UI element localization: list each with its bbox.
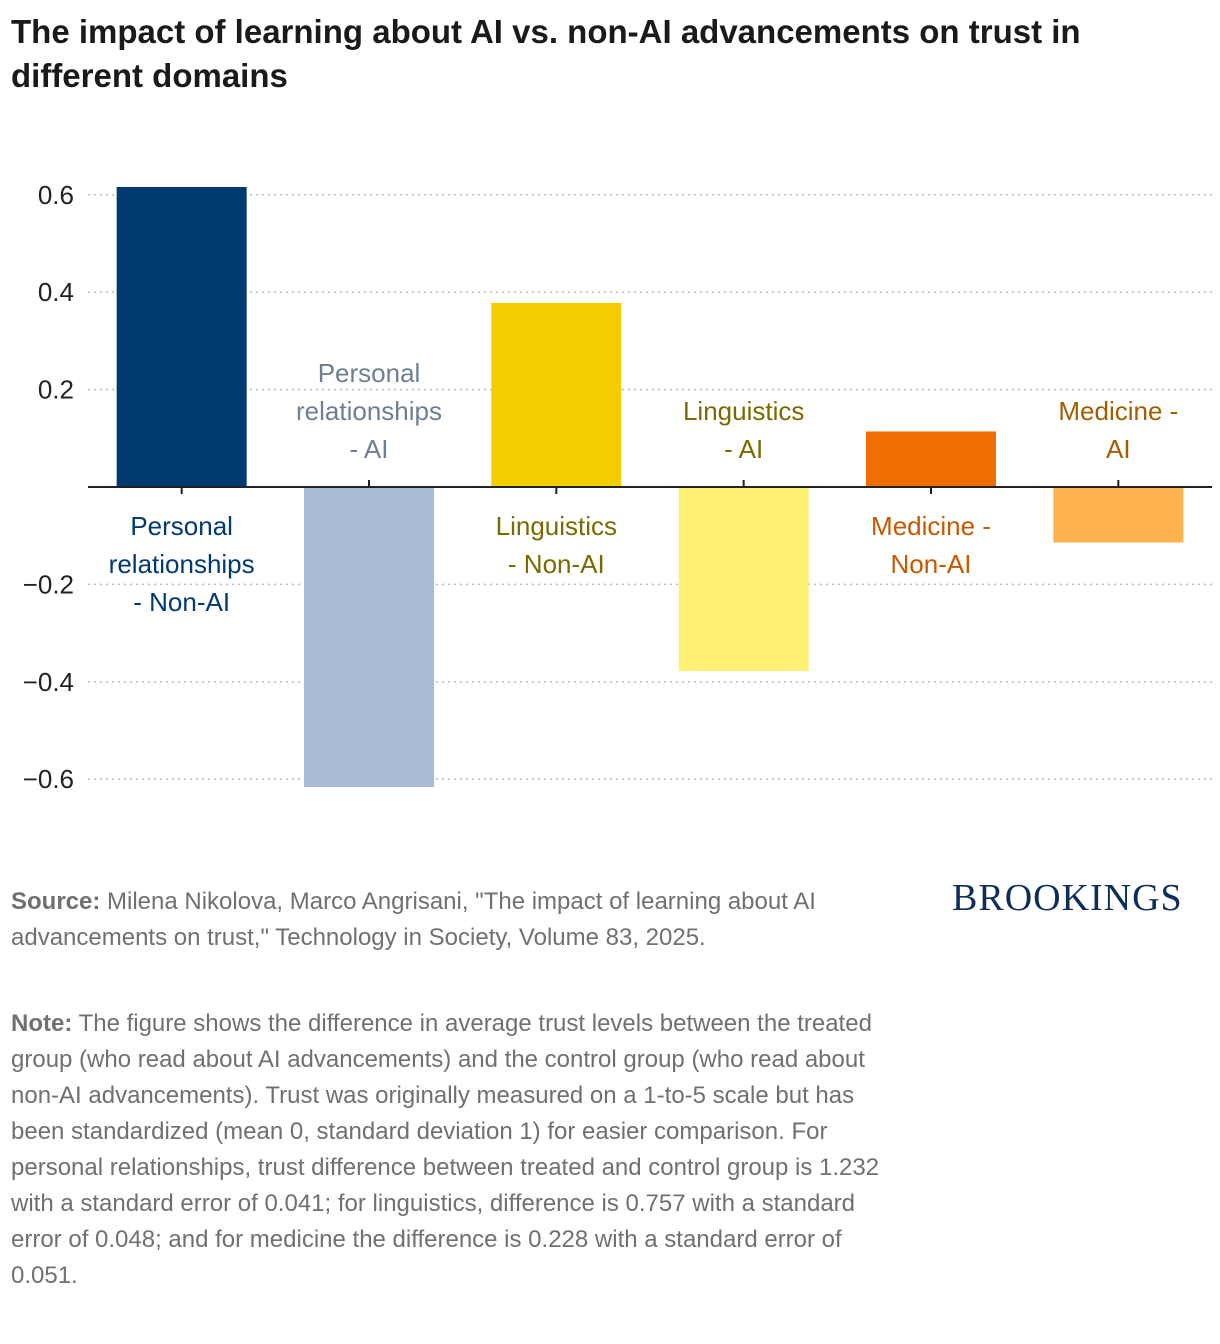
bar-chart: 0.6 0.4 0.2 −0.2 −0.4 −0.6 Personal relationshi… bbox=[23, 180, 1212, 794]
category-label: Linguistics - Non-AI bbox=[496, 511, 617, 579]
note-label: Note: bbox=[11, 1010, 73, 1037]
chart-note: Note: The figure shows the difference in… bbox=[11, 1006, 911, 1294]
y-tick-label: 0.6 bbox=[38, 180, 74, 210]
bar bbox=[866, 431, 996, 487]
bar bbox=[116, 187, 247, 487]
source-text: Milena Nikolova, Marco Angrisani, "The i… bbox=[11, 888, 816, 951]
category-label: Linguistics - AI bbox=[683, 396, 804, 464]
y-tick-label: −0.6 bbox=[23, 764, 74, 794]
bar bbox=[1053, 487, 1184, 543]
category-label: Medicine -Non-AI bbox=[871, 511, 991, 579]
note-text: The figure shows the difference in avera… bbox=[11, 1010, 880, 1289]
bar bbox=[491, 302, 622, 487]
y-tick-label: 0.4 bbox=[38, 277, 74, 307]
y-tick-label: −0.4 bbox=[23, 667, 74, 697]
bar bbox=[304, 487, 434, 787]
source-label: Source: bbox=[11, 888, 101, 915]
bar bbox=[678, 487, 809, 672]
chart-title: The impact of learning about AI vs. non-… bbox=[11, 13, 1081, 94]
y-tick-label: −0.2 bbox=[23, 569, 74, 599]
category-label: Personal relationships - Non-AI bbox=[109, 511, 255, 617]
category-label: Medicine -AI bbox=[1058, 396, 1178, 464]
y-tick-label: 0.2 bbox=[38, 375, 74, 405]
category-label: Personal relationships - AI bbox=[296, 358, 442, 464]
brookings-logo: BROOKINGS bbox=[952, 877, 1183, 919]
source-note: Source: Milena Nikolova, Marco Angrisani… bbox=[11, 884, 891, 956]
